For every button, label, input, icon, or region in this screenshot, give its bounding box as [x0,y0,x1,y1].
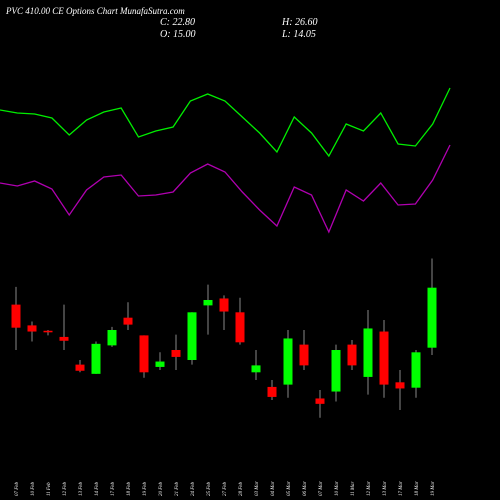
low-label: L: 14.05 [281,29,316,40]
x-tick-label: 20 Feb [159,481,164,496]
x-tick-label: 13 Feb [79,481,84,496]
candle-body [155,361,165,367]
candle-body [283,338,293,385]
x-tick-label: 19 Feb [143,481,148,496]
x-tick-label: 13 Mar [383,481,388,496]
x-tick-label: 03 Mar [255,481,260,496]
candle-body [235,312,245,343]
open-label: O: 15.00 [160,29,196,40]
candle-body [139,335,149,373]
candle-body [75,364,85,371]
candle-body [43,330,53,333]
x-tick-label: 21 Feb [175,481,180,496]
high-label: H: 26.60 [281,17,318,28]
x-tick-label: 24 Feb [191,481,196,496]
candle-body [203,300,213,306]
x-tick-label: 14 Feb [95,481,100,496]
close-label: C: 22.80 [160,17,195,28]
x-tick-label: 07 Mar [319,481,324,496]
candle-body [251,365,261,373]
candle-body [219,298,229,312]
x-tick-label: 05 Mar [287,481,292,496]
x-tick-label: 11 Mar [351,481,356,496]
candle-body [267,386,277,397]
x-tick-label: 04 Mar [271,481,276,496]
x-tick-label: 07 Feb [15,481,20,496]
x-tick-label: 06 Mar [303,481,308,496]
candle-body [59,336,69,341]
candle-body [331,350,341,392]
x-tick-label: 19 Mar [431,481,436,496]
candle-body [427,287,437,348]
candle-body [347,344,357,366]
candle-body [395,382,405,389]
candle-body [123,317,133,325]
candle-body [315,398,325,404]
x-tick-label: 28 Feb [239,481,244,496]
x-tick-label: 18 Feb [127,481,132,496]
x-tick-label: 10 Feb [31,481,36,496]
x-tick-label: 11 Feb [47,482,52,496]
x-tick-label: 17 Mar [399,481,404,496]
candle-body [91,343,101,374]
candle-body [27,325,37,332]
candle-body [363,328,373,377]
candle-body [379,331,389,385]
indicator-line [0,144,451,234]
chart-title: PVC 410.00 CE Options Chart MunafaSutra.… [5,6,185,16]
x-tick-label: 17 Feb [111,481,116,496]
indicator-line [0,87,451,158]
x-tick-label: 12 Feb [63,481,68,496]
x-tick-label: 25 Feb [207,481,212,496]
x-tick-label: 10 Mar [335,481,340,496]
x-tick-label: 18 Mar [415,481,420,496]
candle-body [187,312,197,360]
candle-body [107,330,117,346]
candle-body [299,344,309,366]
x-tick-label: 12 Mar [367,481,372,496]
candle-body [11,304,21,328]
candle-body [171,350,181,357]
candle-body [411,352,421,388]
x-tick-label: 27 Feb [223,481,228,496]
